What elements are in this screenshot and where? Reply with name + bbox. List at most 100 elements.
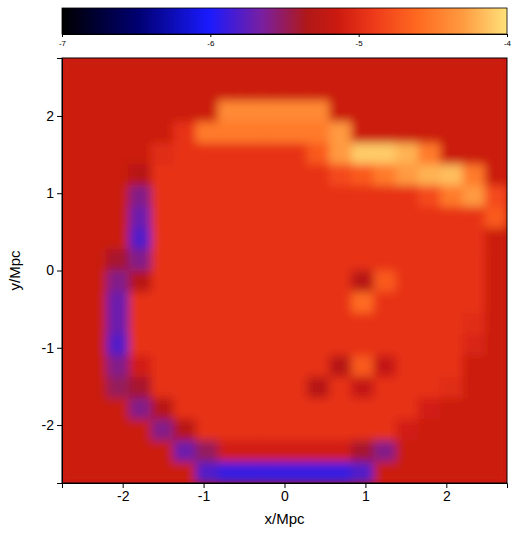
cell bbox=[129, 101, 152, 123]
cell bbox=[418, 441, 441, 463]
cell bbox=[329, 207, 352, 229]
tick-label: -2 bbox=[42, 417, 55, 433]
cell bbox=[62, 249, 85, 271]
cell bbox=[285, 207, 308, 229]
cell bbox=[84, 419, 107, 441]
cell bbox=[307, 122, 330, 144]
cell bbox=[218, 441, 241, 463]
cell bbox=[107, 58, 130, 80]
cell bbox=[329, 164, 352, 186]
cell bbox=[374, 462, 397, 483]
cell bbox=[351, 101, 374, 123]
x-axis: -2-1012 bbox=[63, 483, 508, 504]
cell bbox=[129, 271, 152, 293]
y-axis-title: y/Mpc bbox=[6, 250, 23, 291]
cell bbox=[129, 398, 152, 420]
cell bbox=[285, 164, 308, 186]
tick-label: -1 bbox=[198, 488, 211, 504]
cell bbox=[463, 356, 486, 378]
cell bbox=[262, 313, 285, 335]
cell bbox=[129, 356, 152, 378]
cell bbox=[196, 441, 219, 463]
cell bbox=[485, 101, 507, 123]
cell bbox=[485, 249, 507, 271]
cell bbox=[485, 398, 507, 420]
cell bbox=[374, 419, 397, 441]
cell bbox=[307, 271, 330, 293]
cell bbox=[218, 398, 241, 420]
cell bbox=[107, 79, 130, 101]
cell bbox=[107, 313, 130, 335]
cell bbox=[374, 334, 397, 356]
cell bbox=[329, 441, 352, 463]
tick: 1 bbox=[46, 185, 62, 201]
cell bbox=[307, 164, 330, 186]
cell bbox=[173, 186, 196, 208]
cell bbox=[307, 228, 330, 250]
cell bbox=[485, 419, 507, 441]
cell bbox=[329, 334, 352, 356]
cell bbox=[151, 398, 174, 420]
cell bbox=[218, 58, 241, 80]
cell bbox=[262, 143, 285, 165]
cell bbox=[374, 356, 397, 378]
plot-area bbox=[62, 58, 507, 483]
cell bbox=[62, 228, 85, 250]
cell bbox=[129, 164, 152, 186]
cell bbox=[351, 186, 374, 208]
cell bbox=[240, 292, 263, 314]
cell bbox=[307, 441, 330, 463]
plot-frame bbox=[62, 58, 507, 483]
cell bbox=[440, 101, 463, 123]
cell bbox=[129, 441, 152, 463]
cell bbox=[173, 356, 196, 378]
cell bbox=[151, 292, 174, 314]
cell bbox=[485, 79, 507, 101]
cell bbox=[218, 164, 241, 186]
cell bbox=[485, 122, 507, 144]
cell bbox=[307, 79, 330, 101]
tick-label: 1 bbox=[46, 185, 54, 201]
cell bbox=[151, 186, 174, 208]
cell bbox=[351, 79, 374, 101]
cell bbox=[485, 207, 507, 229]
cell bbox=[218, 334, 241, 356]
cell bbox=[107, 164, 130, 186]
x-axis-title: x/Mpc bbox=[264, 510, 305, 527]
tick-mark bbox=[57, 193, 62, 194]
cell bbox=[285, 122, 308, 144]
cell bbox=[307, 377, 330, 399]
cell bbox=[307, 58, 330, 80]
cell bbox=[62, 207, 85, 229]
cell bbox=[62, 101, 85, 123]
cell bbox=[463, 164, 486, 186]
cell bbox=[374, 101, 397, 123]
tick: 1 bbox=[362, 483, 370, 504]
cell bbox=[440, 313, 463, 335]
cell bbox=[418, 58, 441, 80]
cell bbox=[396, 271, 419, 293]
cell bbox=[440, 398, 463, 420]
cell bbox=[240, 356, 263, 378]
cell bbox=[240, 334, 263, 356]
cell bbox=[374, 398, 397, 420]
tick: -2 bbox=[117, 483, 130, 504]
tick: -7 bbox=[59, 34, 67, 48]
cell bbox=[418, 271, 441, 293]
cell bbox=[151, 228, 174, 250]
cell bbox=[351, 334, 374, 356]
cell bbox=[285, 441, 308, 463]
cell bbox=[107, 271, 130, 293]
cell bbox=[285, 313, 308, 335]
cell bbox=[485, 228, 507, 250]
cell bbox=[351, 207, 374, 229]
cell bbox=[84, 377, 107, 399]
tick-mark bbox=[210, 34, 211, 37]
cell bbox=[240, 271, 263, 293]
cell bbox=[396, 186, 419, 208]
cell bbox=[351, 441, 374, 463]
cell bbox=[463, 143, 486, 165]
colorbar-axis: -7-6-5-4 bbox=[59, 34, 512, 48]
cell bbox=[218, 143, 241, 165]
cell bbox=[485, 356, 507, 378]
